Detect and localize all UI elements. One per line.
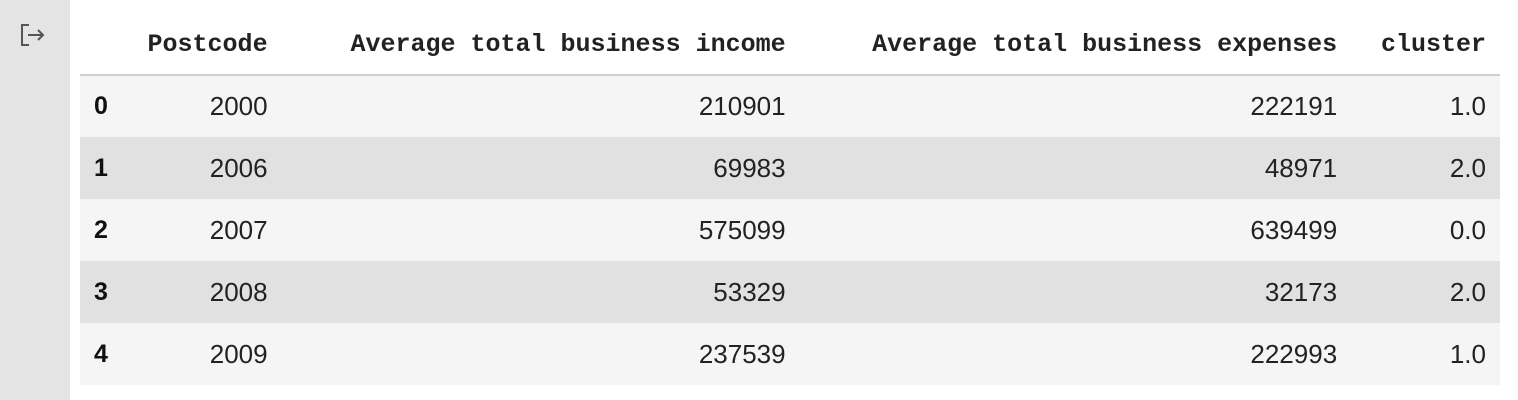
row-index: 3 [94, 277, 108, 306]
cell-average-income: 237539 [698, 338, 786, 369]
cell-cluster: 1.0 [1449, 91, 1486, 121]
table-row: 3 2008 53329 32173 2.0 [80, 261, 1500, 323]
output-redirect-icon[interactable] [18, 22, 48, 48]
cell-average-income: 575099 [698, 214, 786, 245]
dataframe-table: Postcode Average total business income A… [80, 14, 1500, 385]
row-index: 0 [94, 92, 108, 120]
cell-average-income: 210901 [698, 91, 786, 121]
column-header-average-income: Average total business income [281, 14, 800, 76]
table-row: 0 2000 210901 222191 1.0 [80, 75, 1500, 137]
cell-cluster: 2.0 [1449, 276, 1486, 307]
table-row: 1 2006 69983 48971 2.0 [80, 137, 1500, 199]
cell-postcode: 2008 [209, 276, 268, 307]
row-index: 4 [94, 339, 108, 368]
cell-average-expenses: 222191 [1250, 91, 1338, 121]
column-header-cluster: cluster [1351, 14, 1500, 76]
cell-cluster: 0.0 [1449, 214, 1486, 245]
cell-average-income: 53329 [713, 276, 786, 307]
cell-postcode: 2006 [209, 152, 268, 183]
table-row: 4 2009 237539 222993 1.0 [80, 323, 1500, 385]
cell-cluster: 1.0 [1449, 338, 1486, 369]
output-gutter [0, 0, 70, 400]
header-row: Postcode Average total business income A… [80, 14, 1500, 76]
cell-average-expenses: 48971 [1264, 152, 1338, 183]
row-index: 2 [94, 215, 108, 244]
cell-postcode: 2000 [209, 91, 268, 121]
cell-postcode: 2009 [209, 338, 268, 369]
index-header [80, 14, 116, 76]
row-index: 1 [94, 153, 108, 182]
cell-average-income: 69983 [713, 152, 786, 183]
cell-cluster: 2.0 [1449, 152, 1486, 183]
cell-average-expenses: 639499 [1250, 214, 1338, 245]
table-row: 2 2007 575099 639499 0.0 [80, 199, 1500, 261]
output-area: Postcode Average total business income A… [70, 0, 1518, 400]
cell-average-expenses: 32173 [1264, 276, 1338, 307]
column-header-postcode: Postcode [116, 14, 282, 76]
cell-average-expenses: 222993 [1250, 338, 1338, 369]
cell-postcode: 2007 [209, 214, 268, 245]
column-header-average-expenses: Average total business expenses [799, 14, 1352, 76]
